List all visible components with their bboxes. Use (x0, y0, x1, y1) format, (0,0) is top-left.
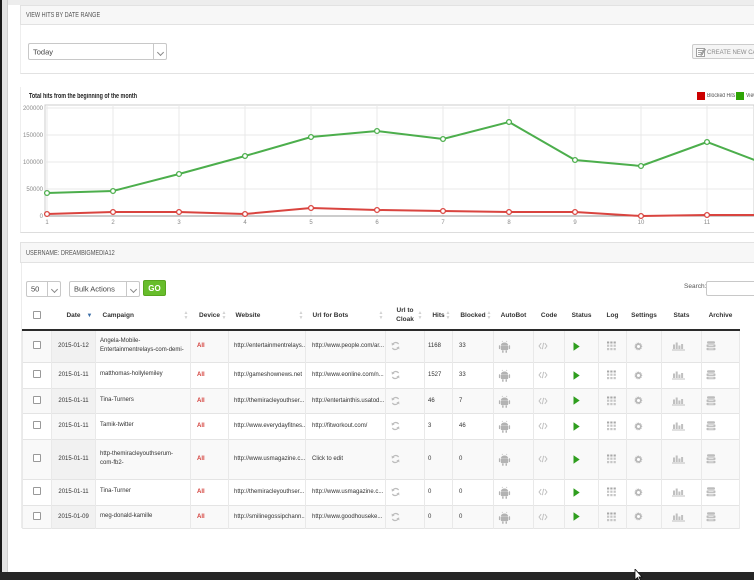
svg-text:2: 2 (111, 220, 115, 226)
svg-text:1: 1 (45, 220, 49, 226)
svg-text:4: 4 (243, 220, 247, 226)
svg-text:100000: 100000 (23, 160, 44, 166)
svg-text:11: 11 (704, 220, 711, 226)
svg-text:200000: 200000 (23, 106, 44, 112)
svg-text:50000: 50000 (26, 187, 43, 193)
svg-text:6: 6 (375, 220, 379, 226)
svg-text:150000: 150000 (23, 133, 44, 139)
svg-text:10: 10 (638, 220, 645, 226)
svg-text:9: 9 (573, 220, 577, 226)
svg-text:8: 8 (507, 220, 511, 226)
svg-text:3: 3 (177, 220, 181, 226)
svg-text:0: 0 (40, 214, 44, 220)
svg-text:7: 7 (441, 220, 445, 226)
svg-text:5: 5 (309, 220, 313, 226)
